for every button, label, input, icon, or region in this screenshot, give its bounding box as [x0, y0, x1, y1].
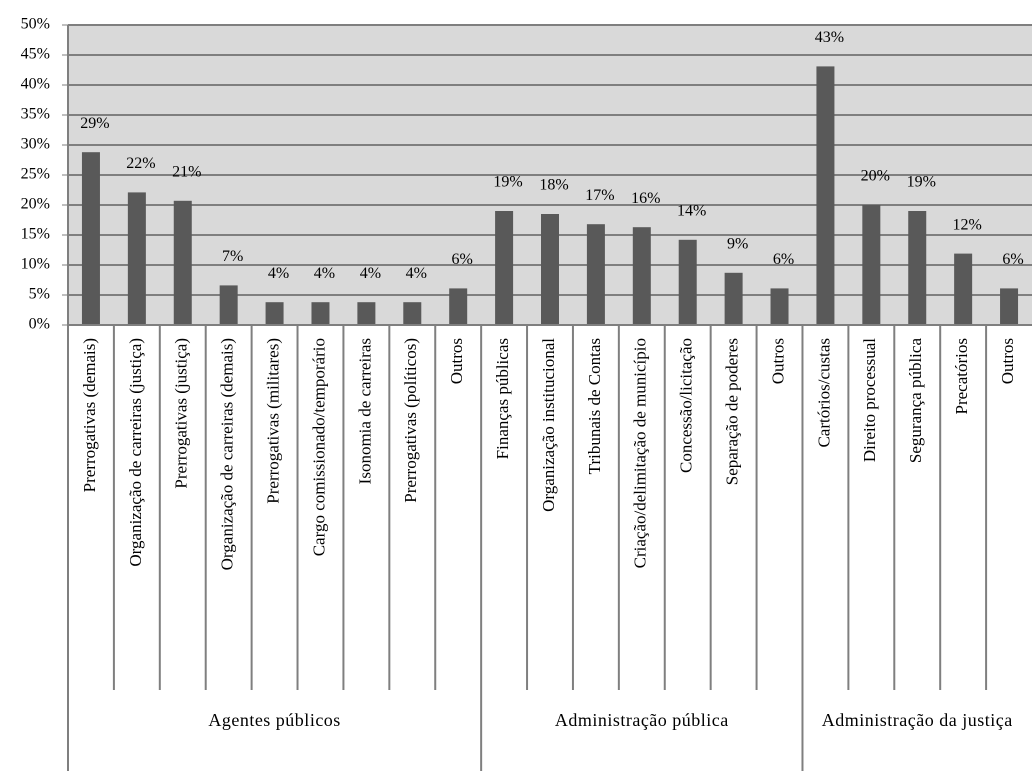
y-tick-label: 5%: [29, 286, 50, 303]
y-tick-label: 35%: [21, 106, 50, 123]
data-label: 16%: [631, 190, 660, 207]
bar: [541, 214, 559, 325]
group-label-box: Administração pública: [554, 710, 729, 730]
data-label: 6%: [773, 251, 794, 268]
x-tick-label: Tribunais de Contas: [585, 338, 604, 474]
group-label: Administração pública: [554, 710, 729, 730]
data-label: 18%: [539, 177, 568, 194]
bar: [495, 211, 514, 325]
y-tick-label: 20%: [21, 196, 50, 213]
y-tick-label: 50%: [21, 16, 50, 33]
bar: [311, 302, 330, 325]
x-tick-label: Organização institucional: [539, 338, 558, 512]
group-label-box: Administração da justiça: [821, 710, 1013, 730]
bar: [403, 302, 422, 325]
data-label: 4%: [268, 265, 289, 282]
bar: [265, 302, 284, 325]
data-label: 4%: [360, 265, 381, 282]
data-label: 12%: [952, 216, 981, 233]
y-tick-label: 40%: [21, 76, 50, 93]
x-tick-label: Separação de poderes: [723, 338, 742, 485]
data-label: 4%: [406, 265, 427, 282]
y-tick-label: 25%: [21, 166, 50, 183]
data-label: 9%: [727, 235, 748, 252]
data-label: 19%: [907, 174, 936, 191]
x-tick-label: Criação/delimitação de município: [631, 338, 650, 568]
x-tick-label: Organização de carreiras (demais): [218, 338, 237, 570]
x-tick-label: Organização de carreiras (justiça): [126, 338, 145, 567]
bar: [908, 211, 927, 325]
bar: [678, 239, 697, 325]
y-tick-label: 45%: [21, 46, 50, 63]
x-tick-label: Prerrogativas (justiça): [172, 338, 191, 489]
bar: [724, 272, 743, 325]
bar: [816, 66, 835, 326]
data-label: 29%: [80, 115, 109, 132]
data-label: 6%: [452, 251, 473, 268]
x-tick-label: Finanças públicas: [493, 338, 512, 459]
y-tick-label: 10%: [21, 256, 50, 273]
bar: [954, 253, 973, 325]
data-label: 6%: [1002, 251, 1023, 268]
x-tick-label: Outros: [768, 338, 787, 384]
data-label: 17%: [585, 187, 614, 204]
bar: [357, 302, 376, 325]
x-tick-label: Direito processual: [860, 338, 879, 462]
data-label: 14%: [677, 202, 706, 219]
data-label: 22%: [126, 155, 155, 172]
data-label: 20%: [861, 168, 890, 185]
bar: [1000, 288, 1019, 325]
x-tick-label: Segurança pública: [906, 338, 925, 464]
group-label: Administração da justiça: [821, 710, 1013, 730]
y-tick-label: 0%: [29, 316, 50, 333]
bar: [81, 152, 100, 325]
bar: [770, 288, 789, 325]
bar: [449, 288, 468, 325]
x-tick-label: Isonomia de carreiras: [355, 338, 374, 484]
bar: [173, 200, 192, 325]
data-label: 7%: [222, 248, 243, 265]
x-tick-label: Precatórios: [952, 338, 971, 414]
bar: [219, 285, 238, 325]
data-label: 21%: [172, 163, 201, 180]
bar: [632, 227, 651, 325]
x-tick-label: Outros: [998, 338, 1017, 384]
bar: [586, 224, 605, 325]
x-tick-label: Cartórios/custas: [814, 338, 833, 448]
y-tick-label: 30%: [21, 136, 50, 153]
x-tick-label: Prerrogativas (políticos): [401, 338, 420, 503]
bar: [862, 205, 881, 325]
y-tick-label: 15%: [21, 226, 50, 243]
data-label: 43%: [815, 29, 844, 46]
bar: [127, 192, 146, 325]
group-label-box: Agentes públicos: [208, 710, 341, 730]
x-tick-label: Concessão/licitação: [677, 338, 696, 473]
group-label: Agentes públicos: [208, 710, 341, 730]
x-tick-label: Prerrogativas (militares): [263, 338, 282, 504]
data-label: 4%: [314, 265, 335, 282]
x-tick-label: Prerrogativas (demais): [80, 338, 99, 492]
data-label: 19%: [493, 174, 522, 191]
x-tick-label: Cargo comissionado/temporário: [309, 338, 328, 556]
x-tick-label: Outros: [447, 338, 466, 384]
